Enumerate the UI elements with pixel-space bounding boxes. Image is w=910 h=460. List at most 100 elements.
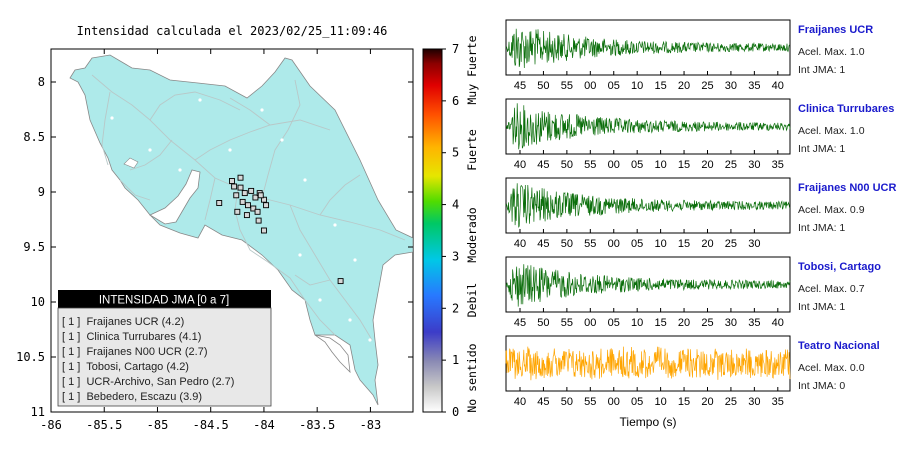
waveform-x-tick-label: 50	[537, 80, 549, 92]
waveform-x-tick-label: 25	[701, 317, 713, 329]
waveform-x-tick-label: 30	[725, 317, 737, 329]
colorbar-tick-label: 0	[452, 405, 459, 419]
colorbar-tick-label: 3	[452, 249, 459, 263]
waveform-x-tick-label: 20	[701, 396, 713, 408]
waveform-x-tick-label: 05	[631, 396, 643, 408]
waveform-x-tick-label: 45	[537, 159, 549, 171]
country-outline	[69, 54, 413, 406]
waveform-trace	[505, 346, 791, 381]
station-name: Clinica Turrubares	[798, 103, 894, 115]
station-accel: Acel. Max. 1.0	[798, 46, 865, 58]
waveform-x-tick-label: 55	[584, 238, 596, 250]
station-marker	[248, 187, 255, 194]
station-marker	[250, 205, 257, 212]
osa-peninsula	[314, 334, 351, 374]
station-marker	[216, 200, 223, 206]
map-y-tick-label: 9	[38, 185, 45, 199]
map-y-tick-label: 10.5	[16, 350, 45, 364]
station-marker	[237, 174, 244, 181]
map-x-axis: -86 -85.5 -85 -84.5 -84 -83.5 -83	[40, 49, 381, 432]
waveform-x-tick-label: 45	[514, 80, 526, 92]
waveform-x-tick-label: 05	[631, 159, 643, 171]
station-accel: Acel. Max. 0.9	[798, 204, 865, 216]
station-marker	[243, 212, 250, 219]
colorbar-tick-label: 1	[452, 353, 459, 367]
waveform-x-tick-label: 10	[654, 159, 666, 171]
waveform-panel: 45 50 55 00 05 10 15 20 25 30 35 40 Fraijanes UCR Ace…	[505, 19, 873, 92]
waveform-trace	[505, 264, 791, 307]
waveform-x-tick-label: 15	[678, 238, 690, 250]
station-jma: Int JMA: 1	[798, 301, 845, 313]
colorbar-tick-label: 7	[452, 42, 459, 56]
waveform-x-tick-label: 00	[608, 238, 620, 250]
waveform-x-tick-label: 20	[678, 317, 690, 329]
station-markers	[216, 174, 344, 285]
station-marker	[337, 278, 344, 285]
waveform-x-tick-label: 05	[631, 238, 643, 250]
map-plot-area: -86 -85.5 -85 -84.5 -84 -83.5 -83 11 10.5 10 9.5 9…	[16, 48, 414, 432]
station-jma: Int JMA: 1	[798, 143, 845, 155]
station-marker	[257, 192, 264, 199]
station-name: Fraijanes UCR	[798, 24, 873, 36]
map-legend: INTENSIDAD JMA [0 a 7] [ 1 ] Fraijanes U…	[57, 290, 272, 407]
colorbar-label-muy-fuerte: Muy Fuerte	[465, 35, 479, 104]
colorbar-label-debil: Debil	[465, 283, 479, 318]
station-marker	[255, 217, 262, 224]
map-title: Intensidad calculada el 2023/02/25_11:09…	[77, 24, 388, 38]
legend-body	[57, 307, 272, 407]
gulf-of-nicoya	[149, 169, 201, 225]
waveform-x-tick-label: 55	[561, 317, 573, 329]
station-marker	[245, 202, 251, 209]
waveform-x-tick-label: 35	[748, 317, 760, 329]
map-y-tick-label: 10	[31, 295, 45, 309]
map-x-tick-label: -84	[253, 418, 275, 432]
station-jma: Int JMA: 1	[798, 222, 845, 234]
waveform-panels: 45 50 55 00 05 10 15 20 25 30 35 40 Fraijanes UCR Ace…	[505, 19, 896, 408]
station-marker	[254, 208, 261, 215]
colorbar-label-no-sentido: No sentido	[465, 343, 479, 412]
waveform-x-tick-label: 40	[772, 80, 784, 92]
station-marker	[260, 227, 267, 234]
waveform-x-tick-label: 55	[584, 396, 596, 408]
colorbar-label-moderado: Moderado	[465, 207, 479, 262]
waveform-x-tick-label: 30	[748, 159, 760, 171]
waveform-x-tick-label: 15	[654, 317, 666, 329]
station-marker	[241, 190, 248, 197]
waveform-trace	[505, 103, 791, 150]
waveform-x-tick-label: 40	[514, 159, 526, 171]
station-marker	[229, 178, 235, 184]
waveform-x-tick-label: 55	[584, 159, 596, 171]
station-name: Fraijanes N00 UCR	[798, 182, 896, 194]
station-jma: Int JMA: 0	[798, 380, 845, 392]
station-marker	[263, 202, 270, 209]
map-y-axis: 11 10.5 10 9.5 9 8.5 8	[16, 75, 413, 419]
waveform-x-tick-label: 20	[701, 238, 713, 250]
waveform-x-tick-label: 30	[748, 396, 760, 408]
waveform-x-tick-label: 40	[772, 317, 784, 329]
map-y-tick-label: 8	[38, 75, 45, 89]
station-jma: Int JMA: 1	[798, 64, 845, 76]
station-accel: Acel. Max. 1.0	[798, 125, 865, 137]
map-x-tick-label: -85.5	[86, 418, 122, 432]
waveform-x-tick-label: 45	[537, 238, 549, 250]
waveform-x-tick-label: 50	[561, 238, 573, 250]
waveform-panel: 40 45 50 55 00 05 10 15 20 25 30 35 Clinica Turrubar…	[505, 98, 894, 171]
waveform-x-tick-label: 25	[725, 238, 737, 250]
waveform-x-label: Tiempo (s)	[620, 415, 677, 429]
station-name: Teatro Nacional	[798, 340, 880, 352]
map-y-tick-label: 8.5	[23, 130, 45, 144]
waveform-x-tick-label: 35	[772, 396, 784, 408]
lake-arenal	[123, 157, 139, 169]
waveform-x-tick-label: 50	[561, 396, 573, 408]
map-y-tick-label: 9.5	[23, 240, 45, 254]
waveform-panel: 40 45 50 55 00 05 10 15 20 25 30 Fraijanes N00 UCR A…	[505, 177, 896, 250]
waveform-x-tick-label: 45	[514, 317, 526, 329]
colorbar-tick-label: 5	[452, 146, 459, 160]
waveform-x-tick-label: 30	[748, 238, 760, 250]
waveform-x-tick-label: 30	[725, 80, 737, 92]
legend-header	[58, 290, 271, 308]
waveform-x-tick-label: 25	[725, 159, 737, 171]
station-marker	[239, 198, 246, 205]
colorbar-tick-label: 4	[452, 198, 459, 212]
